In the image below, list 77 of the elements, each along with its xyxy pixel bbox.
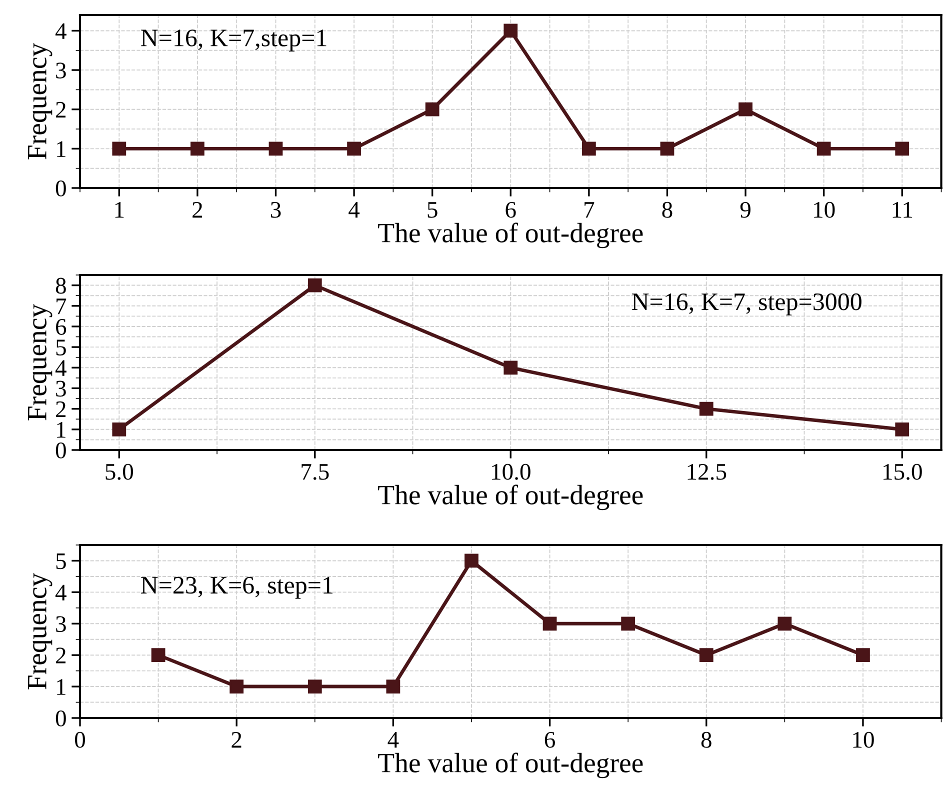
point bbox=[895, 142, 910, 156]
point bbox=[895, 422, 910, 436]
point bbox=[308, 680, 322, 694]
y-axis-title: Frequency bbox=[28, 572, 52, 690]
y-tick-label: 0 bbox=[56, 180, 66, 196]
point bbox=[112, 422, 126, 436]
y-tick-label: 5 bbox=[56, 340, 66, 356]
point bbox=[542, 616, 557, 631]
x-tick-label: 5 bbox=[428, 202, 438, 218]
y-tick-label: 3 bbox=[56, 62, 66, 78]
point bbox=[425, 102, 440, 116]
x-axis-title: The value of out-degree bbox=[378, 484, 643, 510]
point bbox=[386, 680, 400, 694]
y-tick-label: 1 bbox=[57, 679, 66, 695]
x-tick-label: 7 bbox=[584, 202, 594, 218]
x-tick-label: 9 bbox=[740, 202, 750, 218]
y-tick-label: 8 bbox=[56, 278, 66, 294]
y-tick-label: 1 bbox=[57, 141, 66, 157]
point bbox=[660, 142, 674, 156]
y-tick-label: 6 bbox=[56, 319, 66, 335]
y-tick-label: 0 bbox=[56, 710, 66, 726]
point bbox=[699, 402, 714, 416]
y-tick-label: 2 bbox=[56, 102, 66, 118]
point bbox=[856, 648, 870, 662]
x-tick-label: 8 bbox=[701, 732, 712, 748]
point bbox=[112, 142, 126, 156]
y-tick-label: 0 bbox=[56, 442, 66, 458]
x-tick-label: 6 bbox=[544, 732, 555, 748]
x-tick-label: 11 bbox=[892, 202, 912, 218]
annotation: N=23, K=6, step=1 bbox=[141, 576, 332, 599]
x-tick-label: 5.0 bbox=[106, 464, 134, 480]
y-axis-title: Frequency bbox=[28, 42, 52, 160]
annotation: N=16, K=7,step=1 bbox=[141, 30, 326, 52]
x-tick-label: 8 bbox=[662, 202, 672, 218]
x-axis-title: The value of out-degree bbox=[378, 222, 643, 248]
point bbox=[347, 142, 361, 156]
y-tick-label: 4 bbox=[55, 360, 66, 376]
y-tick-label: 1 bbox=[57, 422, 66, 438]
x-tick-label: 10 bbox=[814, 202, 835, 218]
y-tick-label: 3 bbox=[56, 616, 66, 632]
x-tick-label: 15.0 bbox=[884, 464, 922, 480]
y-tick-label: 2 bbox=[56, 648, 66, 664]
x-axis-title: The value of out-degree bbox=[378, 752, 643, 778]
point bbox=[504, 360, 518, 375]
point bbox=[308, 278, 322, 292]
x-tick-label: 0 bbox=[74, 732, 86, 748]
point bbox=[582, 142, 596, 156]
y-tick-label: 7 bbox=[56, 298, 66, 314]
annotation: N=16, K=7, step=3000 bbox=[632, 293, 862, 316]
y-tick-label: 4 bbox=[55, 23, 66, 39]
point bbox=[738, 102, 752, 116]
point bbox=[504, 24, 518, 38]
x-tick-label: 2 bbox=[192, 202, 202, 218]
x-tick-label: 12.5 bbox=[688, 464, 726, 480]
point bbox=[778, 616, 792, 631]
x-tick-label: 10.0 bbox=[492, 464, 530, 480]
x-tick-label: 10 bbox=[853, 732, 874, 748]
point bbox=[816, 142, 831, 156]
point bbox=[230, 680, 244, 694]
y-tick-label: 5 bbox=[56, 553, 66, 570]
point bbox=[699, 648, 714, 662]
x-tick-label: 2 bbox=[232, 732, 242, 748]
point bbox=[621, 616, 636, 631]
y-tick-label: 4 bbox=[55, 584, 66, 600]
x-tick-label: 7.5 bbox=[302, 464, 329, 480]
point bbox=[190, 142, 204, 156]
x-tick-label: 3 bbox=[270, 202, 281, 218]
x-tick-label: 6 bbox=[506, 202, 516, 218]
point bbox=[268, 142, 283, 156]
y-tick-label: 2 bbox=[56, 401, 66, 418]
point bbox=[151, 648, 166, 662]
x-tick-label: 4 bbox=[348, 202, 360, 218]
y-tick-label: 3 bbox=[56, 380, 66, 397]
y-axis-title: Frequency bbox=[28, 304, 52, 420]
x-tick-label: 1 bbox=[115, 202, 124, 218]
point bbox=[464, 554, 478, 568]
x-tick-label: 4 bbox=[388, 732, 399, 748]
